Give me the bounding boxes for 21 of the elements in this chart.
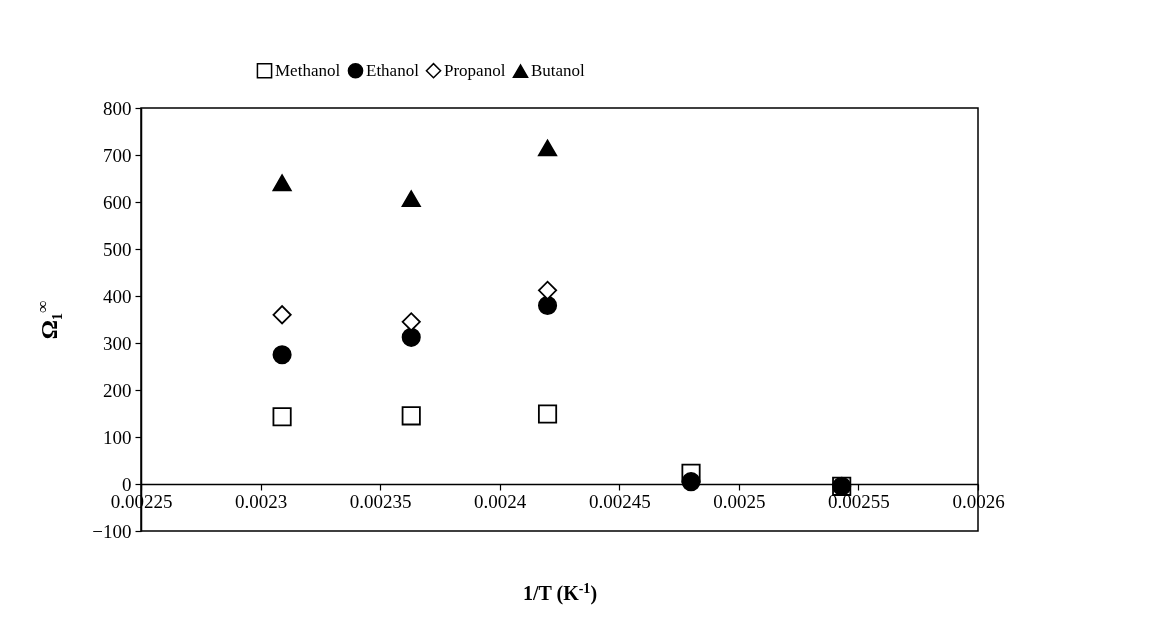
legend-label: Propanol xyxy=(444,60,506,80)
y-tick-label: 0 xyxy=(122,473,132,495)
y-tick-label: 700 xyxy=(103,144,132,166)
x-tick-label: 0.00255 xyxy=(828,490,890,512)
legend-label: Ethanol xyxy=(366,60,420,80)
x-tick-label: 0.0025 xyxy=(713,490,766,512)
legend-label: Methanol xyxy=(275,60,341,80)
legend-label: Butanol xyxy=(531,61,586,81)
y-tick-label: 200 xyxy=(103,379,132,401)
x-tick-label: 0.0023 xyxy=(234,490,288,512)
y-tick-label: 100 xyxy=(103,426,132,448)
y-tick-label: 500 xyxy=(103,238,132,260)
y-tick-label: 300 xyxy=(103,332,132,354)
x-tick-label: 0.0024 xyxy=(474,490,527,512)
y-tick-label: 600 xyxy=(103,191,132,213)
x-axis-title: 1/T (K$^{-1}$) xyxy=(522,580,598,605)
y-tick-label: 800 xyxy=(103,97,132,119)
x-tick-label: 0.00245 xyxy=(588,490,651,512)
y-tick-label: 400 xyxy=(103,285,132,307)
x-tick-label: 0.00235 xyxy=(349,490,412,512)
y-tick-label: −100 xyxy=(92,520,132,542)
